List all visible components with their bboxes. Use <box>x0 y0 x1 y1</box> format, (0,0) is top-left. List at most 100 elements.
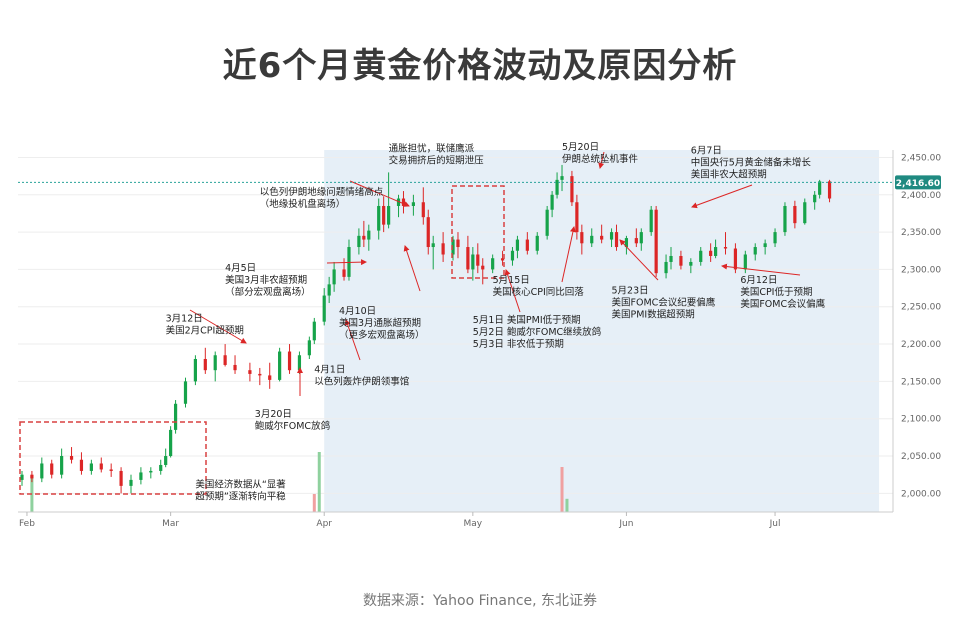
candle <box>431 235 435 270</box>
candle-body <box>30 474 34 479</box>
candle-body <box>233 364 237 371</box>
candle <box>89 459 93 475</box>
annotation-arrow <box>403 245 421 292</box>
current-price-badge <box>895 175 941 190</box>
candle <box>411 194 415 216</box>
candle-body <box>550 194 554 210</box>
candle-body <box>441 243 445 255</box>
candle-body <box>203 358 207 371</box>
candle <box>451 235 455 261</box>
candle <box>471 247 475 281</box>
candle <box>783 202 787 236</box>
annotation-text: 5月23日美国FOMC会议纪要偏鹰美国PMI数据超预期 <box>612 285 716 320</box>
candle <box>268 362 272 389</box>
y-tick-label: 2,150.00 <box>901 377 941 387</box>
annotation-text: 6月12日美国CPI低于预期美国FOMC会议偏鹰 <box>740 275 825 310</box>
candle-body <box>99 463 103 470</box>
candle-body <box>327 284 331 296</box>
annotation-line: 4月1日 <box>314 364 345 375</box>
candle <box>555 172 559 199</box>
candle-body <box>278 351 282 380</box>
annotation-arrow <box>344 319 361 361</box>
annotation-text: 3月20日鲍威尔FOMC放鸽 <box>255 409 331 432</box>
y-tick-label: 2,300.00 <box>901 265 941 275</box>
candle <box>173 400 178 434</box>
candle-body <box>79 459 84 471</box>
annotation-line: 美国2月CPI超预期 <box>166 325 244 337</box>
annotation-line: 美国CPI低于预期 <box>740 286 812 298</box>
candle <box>639 228 643 251</box>
annotation-text: 5月20日伊朗总统坠机事件 <box>562 142 639 165</box>
candle-body <box>649 209 653 233</box>
annotation-line: 中国央行5月黄金储备未增长 <box>691 157 812 169</box>
candle <box>169 426 173 458</box>
annotation-line: 鲍威尔FOMC放鸽 <box>255 420 331 432</box>
annotation-boxes <box>19 185 505 495</box>
candle <box>456 232 460 259</box>
candle-body <box>515 239 520 251</box>
candle-body <box>421 202 425 218</box>
candle-body <box>634 238 638 244</box>
candle <box>441 232 445 262</box>
candle-body <box>699 250 703 262</box>
annotation-arrow <box>189 309 247 344</box>
candle <box>287 344 292 374</box>
candle <box>491 254 495 274</box>
candle-body <box>258 373 262 376</box>
annotation-box-feb <box>19 421 207 495</box>
candle <box>213 351 217 382</box>
candle-body <box>689 261 693 266</box>
annotation-line: 美国FOMC会议偏鹰 <box>740 298 825 310</box>
y-tick-label: 2,350.00 <box>901 228 941 238</box>
annotation-line: 4月5日 <box>225 263 256 274</box>
annotation-arrow <box>598 151 605 169</box>
candle <box>149 467 153 479</box>
annotation-arrow <box>691 184 753 209</box>
candle <box>654 205 658 277</box>
candle <box>426 209 430 255</box>
candle <box>689 258 693 274</box>
annotation-text: 5月1日 美国PMI低于预期 5月2日 鲍威尔FOMC继续放鸽 5月3日 非农低于预… <box>473 314 602 350</box>
candle-body <box>248 370 252 374</box>
candle <box>733 243 738 274</box>
candle-body <box>382 205 386 225</box>
candle <box>590 228 594 248</box>
candle-body <box>560 176 564 180</box>
candle-body <box>535 235 539 251</box>
candle-body <box>396 198 401 206</box>
candle <box>139 467 143 485</box>
annotation-line: 5月15日 <box>493 275 530 286</box>
candle-body <box>193 358 197 382</box>
annotation-line: 以色列轰炸伊朗领事馆 <box>314 375 409 387</box>
y-tick-label: 2,000.00 <box>901 489 941 499</box>
candle-body <box>614 232 619 248</box>
y-tick-label: 2,200.00 <box>901 340 941 350</box>
candle <box>307 336 311 359</box>
annotation-arrow <box>721 263 801 276</box>
candle-body <box>164 456 168 465</box>
candle-body <box>481 265 485 270</box>
candle <box>203 347 207 374</box>
candle <box>803 198 807 225</box>
annotation-arrow <box>619 239 659 281</box>
annotation-line: 美国非农大超预期 <box>691 169 767 181</box>
candle <box>258 367 262 386</box>
current-price-label: 2,416.60 <box>896 179 940 189</box>
candle <box>649 205 653 236</box>
candle <box>164 448 168 468</box>
candle <box>614 224 619 251</box>
annotation-line: 伊朗总统坠机事件 <box>562 153 639 165</box>
annotation-line: 美国3月非农超预期 <box>225 274 307 286</box>
x-tick-label: Apr <box>316 519 332 529</box>
annotation-line: 5月23日 <box>612 285 649 296</box>
candle <box>624 235 629 255</box>
candle <box>669 247 673 270</box>
candle <box>159 459 163 475</box>
candle-body <box>813 194 817 203</box>
candle-body <box>510 250 515 261</box>
annotation-arrows <box>189 151 801 396</box>
annotation-text: 4月5日美国3月非农超预期（部分宏观盘离场） <box>225 263 311 298</box>
volume-bar <box>565 498 569 512</box>
candle <box>223 344 227 367</box>
annotation-line: 美国核心CPI同比回落 <box>493 286 585 298</box>
